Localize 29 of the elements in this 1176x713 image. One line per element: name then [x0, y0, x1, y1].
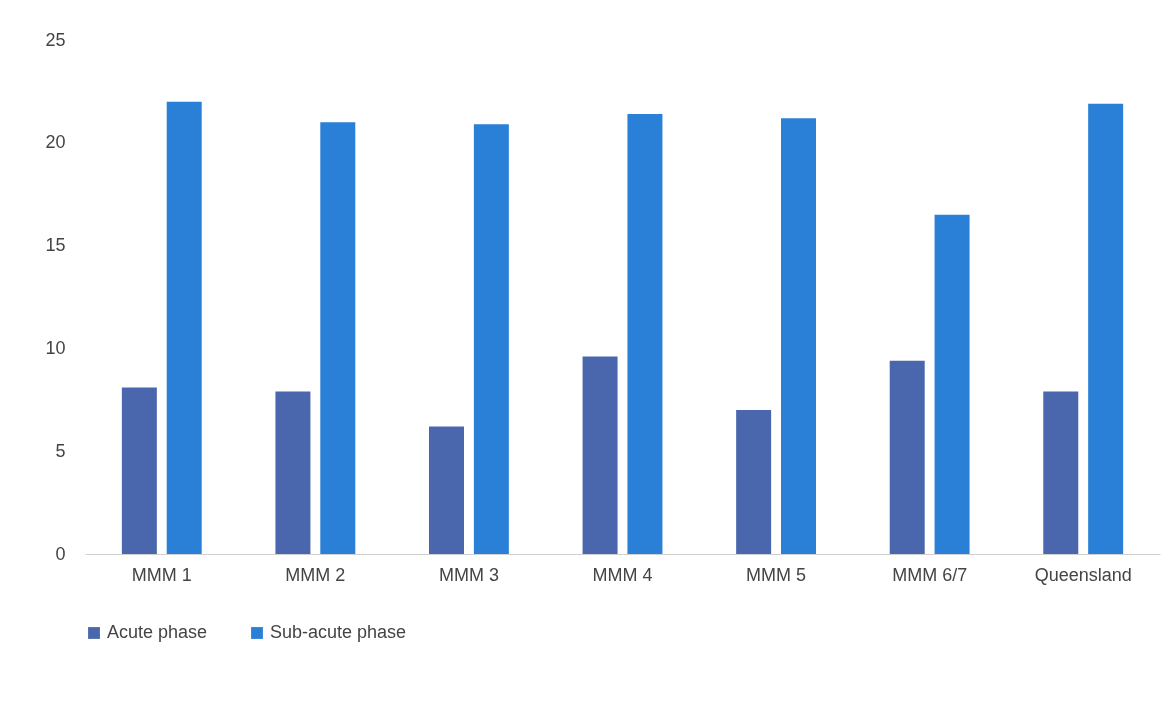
legend-label: Acute phase: [107, 622, 208, 642]
bar: [166, 101, 202, 554]
x-tick-label: MMM 4: [592, 564, 653, 585]
bar: [582, 356, 618, 554]
x-tick-label: MMM 6/7: [892, 564, 968, 585]
legend-label: Sub-acute phase: [270, 622, 407, 642]
x-tick-label: MMM 3: [438, 564, 499, 585]
y-tick-label: 0: [55, 543, 66, 564]
y-tick-label: 5: [55, 440, 66, 461]
x-tick-label: MMM 5: [746, 564, 807, 585]
bar: [627, 114, 663, 554]
bar: [781, 118, 816, 554]
bar: [934, 214, 970, 554]
bar: [1088, 103, 1124, 554]
y-tick-label: 10: [45, 337, 66, 358]
bar: [429, 426, 464, 554]
bar: [275, 391, 311, 554]
y-tick-label: 25: [45, 29, 66, 50]
x-tick-label: MMM 2: [285, 564, 346, 585]
y-tick-label: 15: [45, 235, 66, 256]
x-tick-label: Queensland: [1034, 564, 1132, 585]
bar: [1043, 391, 1079, 554]
bar: [121, 387, 157, 554]
bar: [473, 124, 509, 554]
y-tick-label: 20: [45, 132, 66, 153]
bar: [320, 122, 356, 554]
bar: [889, 360, 925, 554]
x-tick-label: MMM 1: [131, 564, 192, 585]
bar: [736, 410, 772, 554]
